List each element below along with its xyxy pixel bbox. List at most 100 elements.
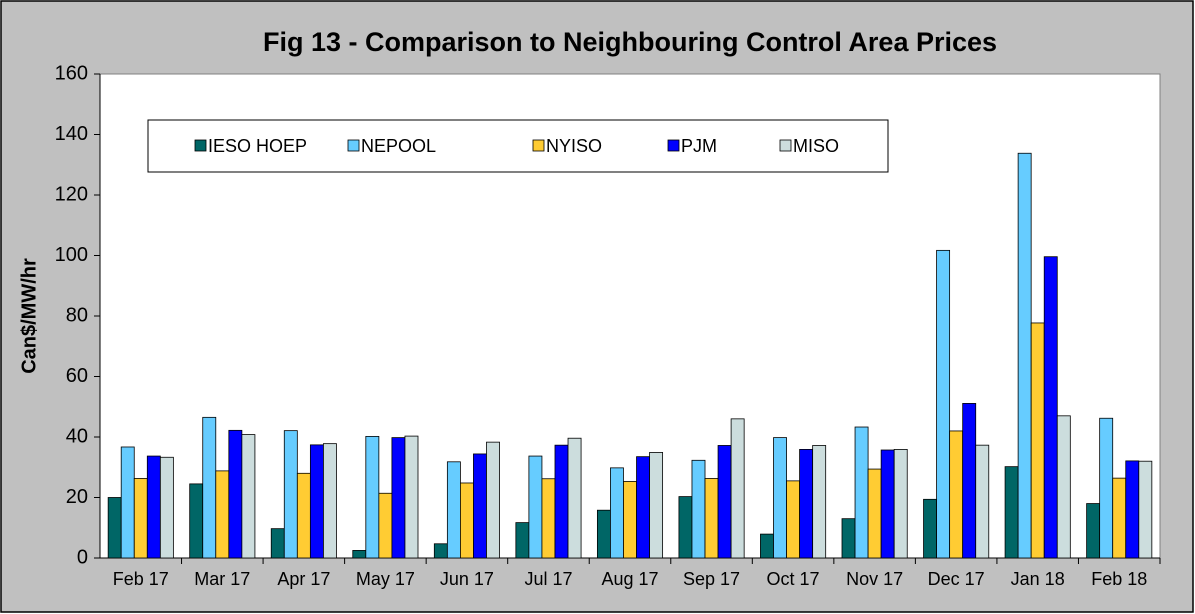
x-tick-label: Jun 17 (440, 569, 494, 589)
bar (1138, 460, 1153, 559)
bar (841, 518, 856, 559)
y-tick-label: 140 (55, 123, 88, 145)
bar (923, 498, 937, 559)
bar (107, 497, 122, 559)
bar (717, 445, 732, 559)
legend-swatch (667, 139, 680, 152)
legend-label: IESO HOEP (208, 136, 307, 156)
x-tick-label: Apr 17 (277, 569, 330, 589)
legend (147, 119, 889, 173)
y-tick-label: 40 (66, 425, 88, 447)
bar (567, 437, 582, 559)
bar (541, 478, 556, 559)
x-tick-label: Feb 18 (1091, 569, 1147, 589)
bar (623, 481, 637, 559)
bar (202, 416, 217, 559)
y-tick-label: 80 (66, 304, 88, 326)
x-tick-label: Nov 17 (846, 569, 903, 589)
bar (867, 468, 882, 559)
bar (270, 528, 285, 559)
bar (133, 478, 148, 559)
bar (486, 441, 500, 559)
legend-swatch (347, 139, 360, 152)
x-tick-label: Jan 18 (1011, 569, 1065, 589)
bar (515, 522, 530, 559)
bar (459, 482, 474, 559)
bar (949, 430, 964, 559)
bar (786, 480, 800, 559)
bar (1086, 503, 1101, 559)
bar (241, 434, 256, 559)
bar (404, 435, 419, 559)
bar (433, 543, 448, 559)
bar (473, 453, 487, 559)
legend-label: NYISO (546, 136, 602, 156)
bar (1099, 417, 1114, 559)
legend-swatch (779, 139, 792, 152)
x-tick-label: Mar 17 (194, 569, 250, 589)
bar (799, 449, 814, 559)
bar (323, 443, 337, 559)
x-tick-label: Feb 17 (113, 569, 169, 589)
x-tick-label: Oct 17 (767, 569, 820, 589)
bar (309, 444, 324, 559)
bar (691, 459, 706, 559)
x-tick-label: Sep 17 (683, 569, 740, 589)
bar (730, 418, 745, 559)
y-tick-label: 120 (55, 183, 88, 205)
bar (678, 496, 693, 559)
bar (365, 435, 380, 559)
x-tick-label: May 17 (356, 569, 415, 589)
bar (378, 492, 393, 559)
bar (554, 444, 569, 559)
bar (215, 470, 230, 559)
bar (189, 483, 204, 559)
legend-label: NEPOOL (361, 136, 436, 156)
bar (760, 533, 774, 559)
bar (1004, 466, 1019, 559)
bar (120, 446, 135, 559)
bar (283, 430, 298, 559)
bar (773, 437, 787, 559)
chart-title: Fig 13 - Comparison to Neighbouring Cont… (263, 27, 997, 57)
bar (228, 429, 243, 559)
y-tick-label: 20 (66, 486, 88, 508)
legend-swatch (532, 139, 545, 152)
bar (649, 452, 664, 559)
legend-label: MISO (793, 136, 839, 156)
bar (812, 445, 827, 559)
bar (1112, 477, 1127, 559)
bar (391, 437, 406, 559)
bar (1017, 152, 1032, 559)
bar (1125, 460, 1140, 559)
bar (854, 426, 869, 559)
bar (1043, 256, 1058, 559)
y-tick-label: 100 (55, 244, 88, 266)
bar (596, 509, 611, 559)
x-tick-label: Jul 17 (524, 569, 572, 589)
y-tick-label: 160 (55, 62, 88, 84)
bar (975, 444, 990, 559)
bar (446, 461, 461, 559)
bar (1056, 415, 1071, 559)
bar (1030, 322, 1045, 559)
bar (636, 456, 650, 559)
x-tick-label: Dec 17 (928, 569, 985, 589)
y-tick-label: 60 (66, 365, 88, 387)
legend-label: PJM (681, 136, 717, 156)
bar (936, 249, 951, 559)
bar (610, 467, 624, 559)
bar (296, 472, 311, 559)
bar (352, 550, 367, 559)
y-tick-label: 0 (77, 546, 88, 568)
legend-swatch (194, 139, 207, 152)
bar (880, 449, 895, 559)
bar (962, 403, 977, 559)
bar (159, 456, 174, 559)
bar (893, 449, 908, 559)
y-axis-label: Can$/MW/hr (18, 258, 40, 374)
bar (528, 455, 543, 559)
bar (146, 455, 161, 559)
bar (704, 478, 719, 559)
